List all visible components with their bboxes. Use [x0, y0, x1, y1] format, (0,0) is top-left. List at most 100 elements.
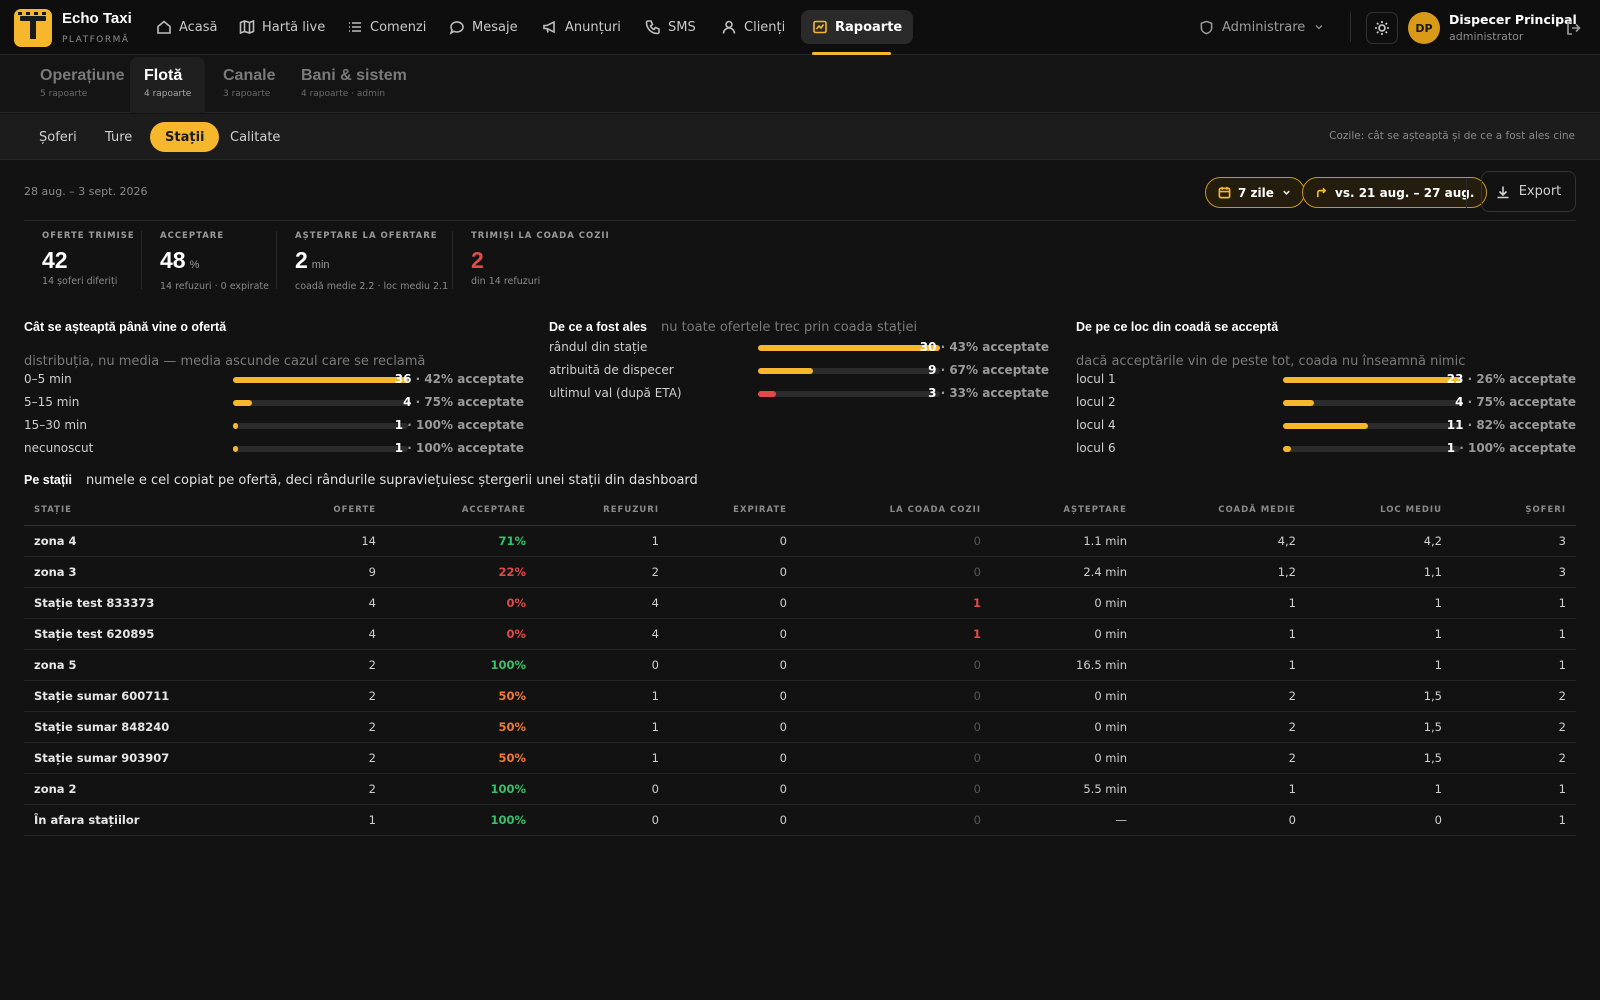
subtab-soferi[interactable]: Șoferi	[39, 129, 77, 145]
distribution-row: 5–15 min 4 · 75% acceptate	[24, 395, 524, 411]
column-header-expirate[interactable]: EXPIRATE	[669, 495, 797, 526]
column-header-refuzuri[interactable]: REFUZURI	[536, 495, 669, 526]
kpi-sub: coadă medie 2.2 · loc mediu 2.1	[295, 281, 449, 292]
tab-bani-sistem[interactable]: Bani & sistem 4 rapoarte · admin	[287, 57, 421, 113]
queue-place-panel: De pe ce loc din coadă se acceptă dacă a…	[1076, 320, 1576, 455]
cell-loc-mediu: 1	[1306, 618, 1452, 650]
row-value: 11 · 82% acceptate	[1446, 418, 1576, 432]
logout-button[interactable]	[1565, 19, 1583, 37]
nav-item-comenzi[interactable]: Comenzi	[336, 10, 437, 44]
tab-flota[interactable]: Flotă 4 rapoarte	[130, 57, 206, 113]
cell-loc-mediu: 1,5	[1306, 680, 1452, 712]
cell-expirate: 0	[669, 587, 797, 619]
column-header-soferi[interactable]: ȘOFERI	[1452, 495, 1576, 526]
cell-expirate: 0	[669, 711, 797, 743]
download-icon	[1497, 186, 1509, 198]
cell-coada-cozii: 0	[797, 649, 991, 681]
column-header-acceptare[interactable]: ACCEPTARE	[386, 495, 536, 526]
column-header-asteptare[interactable]: AȘTEPTARE	[991, 495, 1137, 526]
row-label: ultimul val (după ETA)	[549, 386, 682, 400]
cell-coada-medie: 4,2	[1137, 525, 1306, 557]
compare-label: vs. 21 aug. – 27 aug.	[1335, 185, 1475, 200]
cell-asteptare: 0 min	[991, 587, 1137, 619]
cell-oferte: 9	[236, 556, 386, 588]
selection-reason-panel: De ce a fost ales nu toate ofertele trec…	[549, 320, 1049, 400]
cell-refuzuri: 0	[536, 773, 669, 805]
nav-item-clienti[interactable]: Clienți	[710, 10, 796, 44]
taxi-logo-icon[interactable]	[14, 9, 52, 47]
nav-item-rapoarte[interactable]: Rapoarte	[801, 10, 914, 44]
table-row[interactable]: zona 4 14 71% 1 0 0 1.1 min 4,2 4,2 3	[24, 525, 1576, 557]
distribution-row: necunoscut 1 · 100% acceptate	[24, 441, 524, 457]
table-row[interactable]: Stație sumar 600711 2 50% 1 0 0 0 min 2 1,5 2	[24, 680, 1576, 712]
row-label: rândul din stație	[549, 340, 648, 354]
cell-acceptare: 50%	[386, 680, 536, 712]
admin-menu[interactable]: Administrare	[1199, 10, 1325, 44]
compare-period-button[interactable]: vs. 21 aug. – 27 aug.	[1302, 177, 1488, 208]
kpi-label: TRIMIȘI LA COADA COZII	[471, 231, 610, 241]
nav-item-acasa[interactable]: Acasă	[145, 10, 229, 44]
cell-expirate: 0	[669, 680, 797, 712]
table-row[interactable]: În afara stațiilor 1 100% 0 0 0—0 0 1	[24, 804, 1576, 836]
nav-item-sms[interactable]: SMS	[634, 10, 707, 44]
distribution-row: rândul din stație 30 · 43% acceptate	[549, 340, 1049, 356]
cell-coada-medie: 2	[1137, 680, 1306, 712]
cell-expirate: 0	[669, 556, 797, 588]
bar-fill	[233, 400, 252, 406]
cell-refuzuri: 2	[536, 556, 669, 588]
cell-statie: Stație sumar 903907	[24, 742, 236, 774]
nav-label: Mesaje	[472, 19, 518, 35]
table-row[interactable]: Stație sumar 903907 2 50% 1 0 0 0 min 2 1,5 2	[24, 742, 1576, 774]
column-header-coada-medie[interactable]: COADĂ MEDIE	[1137, 495, 1306, 526]
bar-track	[1283, 377, 1460, 383]
subtab-ture[interactable]: Ture	[105, 129, 133, 145]
cell-acceptare: 0%	[386, 618, 536, 650]
table-row[interactable]: Stație test 833373 4 0% 4 0 1 0 min 1 1 1	[24, 587, 1576, 619]
cell-asteptare: —	[991, 804, 1137, 836]
table-row[interactable]: zona 2 2 100% 0 0 0 5.5 min 1 1 1	[24, 773, 1576, 805]
cell-soferi: 3	[1452, 556, 1576, 588]
bar-fill	[758, 345, 940, 351]
cell-coada-medie: 1	[1137, 587, 1306, 619]
cell-loc-mediu: 1,5	[1306, 742, 1452, 774]
period-select[interactable]: 7 zile	[1205, 177, 1305, 208]
tab-operatiune[interactable]: Operațiune 5 rapoarte	[26, 57, 138, 113]
column-header-coada-cozii[interactable]: LA COADA COZII	[797, 495, 991, 526]
subtab-statii[interactable]: Stații	[150, 122, 220, 152]
theme-toggle-button[interactable]	[1366, 12, 1398, 44]
row-label: locul 2	[1076, 395, 1116, 409]
cell-oferte: 2	[236, 649, 386, 681]
avatar[interactable]: DP	[1408, 12, 1440, 44]
table-row[interactable]: zona 3 9 22% 2 0 0 2.4 min 1,2 1,1 3	[24, 556, 1576, 588]
cell-oferte: 1	[236, 804, 386, 836]
cell-statie: zona 3	[24, 556, 236, 588]
table-row[interactable]: zona 5 2 100% 0 0 0 16.5 min 1 1 1	[24, 649, 1576, 681]
cell-asteptare: 0 min	[991, 711, 1137, 743]
column-header-statie[interactable]: STAȚIE	[24, 495, 236, 526]
column-header-loc-mediu[interactable]: LOC MEDIU	[1306, 495, 1452, 526]
table-row[interactable]: Stație test 620895 4 0% 4 0 1 0 min 1 1 1	[24, 618, 1576, 650]
nav-item-harta-live[interactable]: Hartă live	[228, 10, 336, 44]
cell-soferi: 1	[1452, 649, 1576, 681]
tab-sub: 3 rapoarte	[223, 89, 271, 99]
report-subtabs: Șoferi Ture Stații Calitate Cozile: cât …	[0, 114, 1600, 160]
table-row[interactable]: Stație sumar 848240 2 50% 1 0 0 0 min 2 1,5 2	[24, 711, 1576, 743]
column-header-oferte[interactable]: OFERTE	[236, 495, 386, 526]
nav-item-anunturi[interactable]: Anunțuri	[531, 10, 632, 44]
panel-note: nu toate ofertele trec prin coada stație…	[660, 320, 918, 335]
subtab-calitate[interactable]: Calitate	[230, 129, 281, 145]
distribution-row: 0–5 min 36 · 42% acceptate	[24, 372, 524, 388]
cell-coada-medie: 1	[1137, 773, 1306, 805]
export-button[interactable]: Export	[1481, 171, 1576, 212]
cell-statie: zona 2	[24, 773, 236, 805]
bar-fill	[1283, 377, 1460, 383]
cell-coada-cozii: 0	[797, 556, 991, 588]
cell-oferte: 2	[236, 742, 386, 774]
megaphone-icon	[543, 20, 555, 34]
cell-coada-medie: 0	[1137, 804, 1306, 836]
tab-canale[interactable]: Canale 3 rapoarte	[209, 57, 289, 113]
cell-coada-medie: 2	[1137, 711, 1306, 743]
wait-distribution-panel: Cât se așteaptă până vine o ofertă distr…	[24, 320, 524, 455]
cell-loc-mediu: 0	[1306, 804, 1452, 836]
nav-item-mesaje[interactable]: Mesaje	[438, 10, 529, 44]
